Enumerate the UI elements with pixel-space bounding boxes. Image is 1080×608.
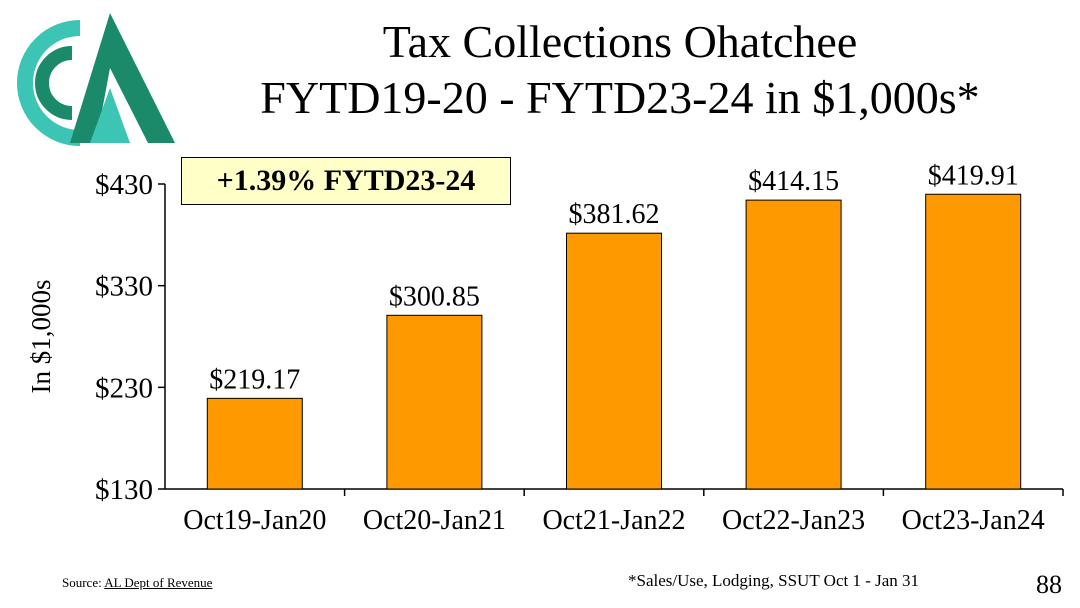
bar xyxy=(925,193,1022,490)
data-label: $219.17 xyxy=(209,364,300,395)
y-tick-label: $430 xyxy=(95,169,153,201)
bar xyxy=(386,314,483,490)
x-tick-label: Oct21-Jan22 xyxy=(542,505,685,536)
page-number: 88 xyxy=(1036,570,1062,599)
source-link[interactable]: AL Dept of Revenue xyxy=(104,575,213,590)
data-label: $381.62 xyxy=(569,199,660,230)
logo-arc-inner xyxy=(35,46,73,120)
y-axis-label: In $1,000s xyxy=(26,280,56,394)
page-title: Tax Collections Ohatchee FYTD19-20 - FYT… xyxy=(180,14,1060,126)
x-tick-label: Oct19-Jan20 xyxy=(183,505,326,536)
logo-peak-light xyxy=(90,88,130,143)
bar xyxy=(206,397,303,490)
chart-axes: $130 $230 $330 $430 In $1,000s Oct19-Jan20 Oct… xyxy=(26,169,1064,536)
x-tick-label: Oct23-Jan24 xyxy=(902,505,1045,536)
x-tick-label: Oct20-Jan21 xyxy=(363,505,506,536)
y-tick-label: $130 xyxy=(95,474,153,506)
source-label: Source: xyxy=(62,575,102,590)
logo-peak-dark xyxy=(70,13,175,143)
bar xyxy=(566,232,662,490)
title-line-1: Tax Collections Ohatchee xyxy=(382,16,858,67)
y-tick-label: $230 xyxy=(95,372,153,404)
growth-callout: +1.39% FYTD23-24 xyxy=(181,157,511,205)
logo-arc-outer xyxy=(17,20,81,146)
data-label: $300.85 xyxy=(389,281,480,312)
data-label: $414.15 xyxy=(748,166,839,197)
y-tick-label: $330 xyxy=(95,271,153,303)
bar xyxy=(745,199,842,490)
x-tick-label: Oct22-Jan23 xyxy=(722,505,865,536)
data-label: $419.91 xyxy=(928,160,1019,191)
footnote: *Sales/Use, Lodging, SSUT Oct 1 - Jan 31 xyxy=(628,571,920,590)
chart-bars xyxy=(206,193,1022,490)
source-note: Source: AL Dept of Revenue xyxy=(62,575,212,591)
company-logo xyxy=(17,13,175,146)
chart-labels: $219.17 $300.85 $381.62 $414.15 $419.91 xyxy=(209,160,1018,395)
title-line-2: FYTD19-20 - FYTD23-24 in $1,000s* xyxy=(260,72,980,123)
